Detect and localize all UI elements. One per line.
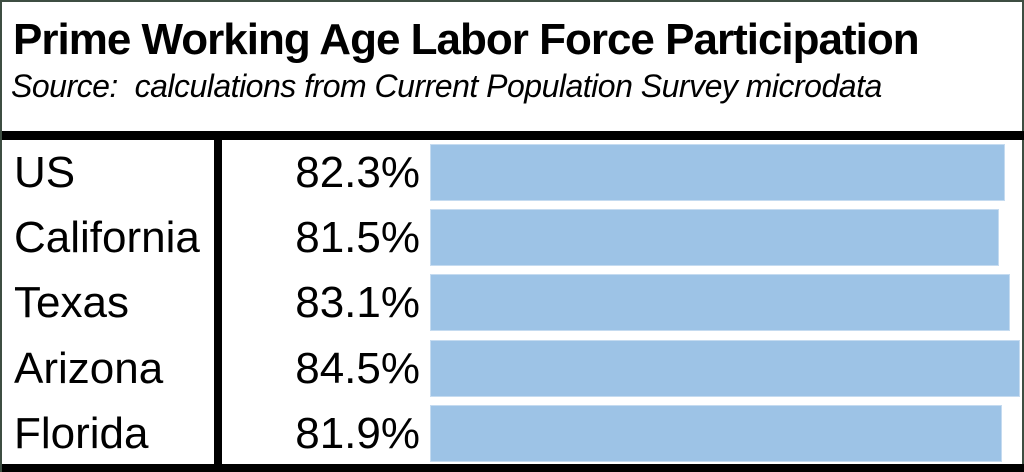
row-label: US [14,148,76,197]
row-label: Florida [14,409,149,458]
value-bar [430,144,1005,201]
value-bar [430,274,1010,331]
row-label: Texas [14,278,129,327]
bottom-border [2,464,1024,472]
chart-source: Source: calculations from Current Popula… [11,68,882,104]
row-value: 81.5% [295,213,420,262]
table-row: California 81.5% [2,205,1024,270]
table-row: Arizona 84.5% [2,336,1024,401]
row-label: California [14,213,200,262]
value-bar [430,405,1002,462]
table-row: Texas 83.1% [2,270,1024,335]
row-value: 83.1% [295,278,420,327]
value-bar [430,340,1020,397]
header-divider [2,131,1024,140]
value-bar [430,209,999,266]
column-divider [214,131,222,472]
row-value: 84.5% [295,344,420,393]
chart-title: Prime Working Age Labor Force Participat… [13,15,920,64]
row-value: 82.3% [295,148,420,197]
row-label: Arizona [14,344,164,393]
table-row: Florida 81.9% [2,401,1024,466]
bar-table: US 82.3% California 81.5% Texas 83.1% Arizona 8… [2,140,1024,464]
table-row: US 82.3% [2,140,1024,205]
row-value: 81.9% [295,409,420,458]
